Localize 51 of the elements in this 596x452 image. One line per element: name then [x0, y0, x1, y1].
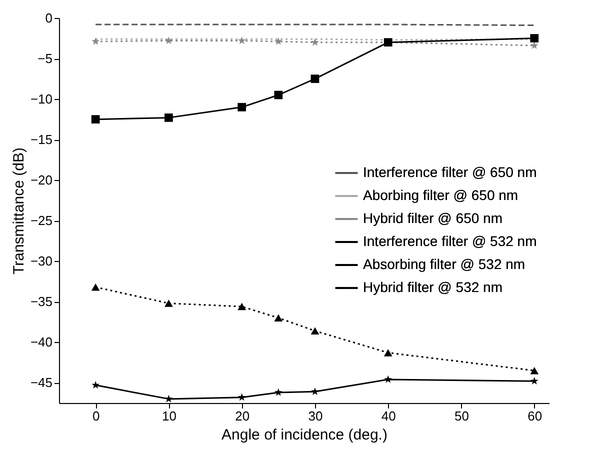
point	[274, 37, 282, 45]
point	[384, 349, 392, 356]
point	[310, 38, 319, 46]
y-tick-label: −40	[30, 334, 52, 350]
point	[530, 376, 538, 384]
y-tick-label: −30	[30, 254, 52, 269]
x-axis-title: Angle of incidence (deg.)	[222, 426, 388, 444]
x-tick-label: 0	[92, 408, 100, 424]
point	[238, 102, 246, 112]
x-tick-label: 60	[528, 408, 542, 424]
point	[310, 327, 320, 334]
point	[238, 393, 246, 401]
point	[238, 36, 246, 44]
x-tick-label: 40	[381, 408, 396, 424]
point	[164, 394, 173, 402]
point	[310, 74, 320, 83]
y-tick-label: −15	[30, 132, 52, 148]
x-tick-label: 20	[235, 408, 250, 424]
point	[91, 115, 100, 124]
point	[92, 380, 100, 389]
legend-label: Interference filter @ 532 nm	[363, 232, 537, 249]
y-axis-title: Transmittance (dB)	[10, 148, 28, 274]
y-tick-label: −10	[30, 92, 52, 107]
y-tick-label: −20	[30, 172, 52, 188]
point	[91, 283, 100, 291]
point	[530, 366, 539, 374]
y-tick-label: −45	[30, 375, 52, 390]
x-tick-label: 10	[162, 408, 176, 424]
point	[530, 34, 539, 42]
x-tick-label: 30	[308, 408, 323, 424]
point	[274, 388, 282, 396]
point	[274, 90, 283, 100]
point	[238, 302, 246, 310]
point	[164, 114, 173, 122]
legend-label: Interference filter @ 650 nm	[363, 164, 537, 180]
legend-label: Absorbing filter @ 532 nm	[363, 256, 526, 272]
point	[92, 37, 100, 45]
point	[164, 36, 173, 44]
point	[274, 314, 283, 322]
legend-label: Hybrid filter @ 532 nm	[363, 278, 502, 295]
y-tick-label: −35	[30, 294, 52, 310]
legend-label: Aborbing filter @ 650 nm	[363, 186, 518, 203]
x-tick-label: 50	[454, 408, 469, 424]
point	[384, 375, 392, 383]
point	[530, 41, 538, 49]
y-tick-label: 0	[45, 10, 52, 26]
point	[310, 387, 319, 396]
legend-label: Hybrid filter @ 650 nm	[363, 210, 502, 226]
y-tick-label: −5	[38, 51, 52, 66]
y-tick-label: −25	[30, 213, 52, 228]
point	[164, 300, 173, 307]
